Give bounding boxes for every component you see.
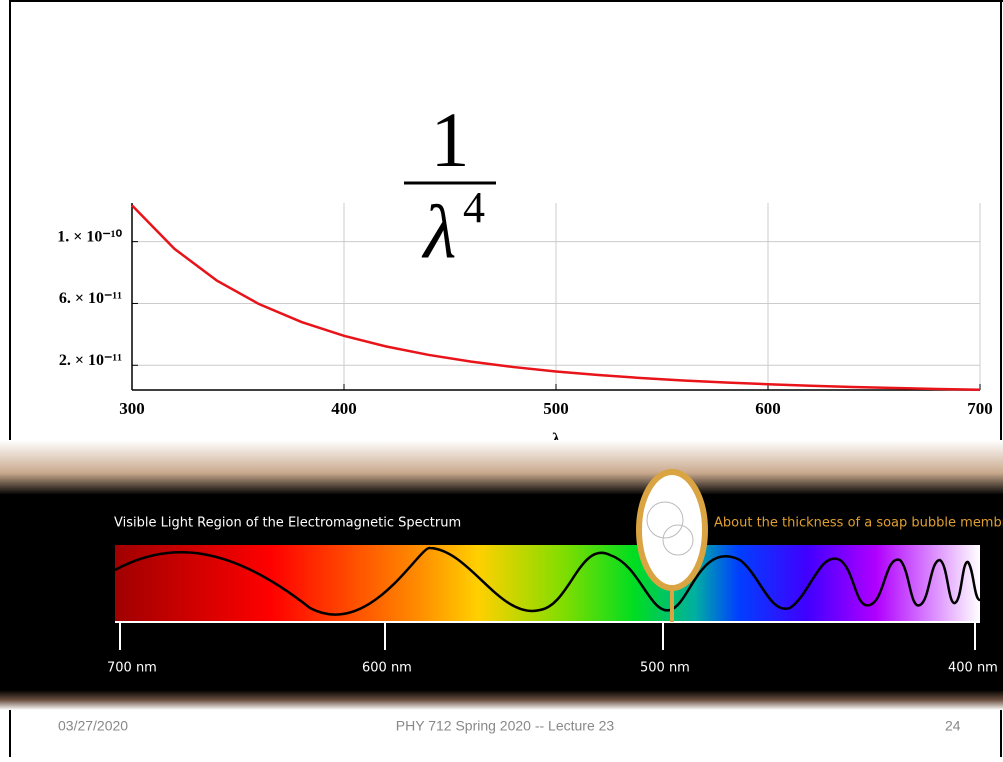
- slide: 300 400 500 600 700 2. × 10⁻¹¹ 6. × 10⁻¹¹ 1. × …: [0, 0, 1003, 757]
- spectrum-title: Visible Light Region of the Electromagne…: [114, 516, 461, 531]
- footer-date: 03/27/2020: [58, 718, 128, 734]
- page: 300 400 500 600 700 2. × 10⁻¹¹ 6. × 10⁻¹¹ 1. × …: [0, 0, 1003, 762]
- spectrum-fade: [0, 690, 1003, 710]
- footer-course: PHY 712 Spring 2020 -- Lecture 23: [396, 718, 615, 734]
- footer-page: 24: [945, 718, 961, 734]
- y-tick-label: 1. × 10⁻¹⁰: [57, 228, 122, 245]
- x-tick-label: 700: [967, 399, 993, 418]
- plot: 300 400 500 600 700 2. × 10⁻¹¹ 6. × 10⁻¹¹ 1. × …: [57, 203, 993, 418]
- x-tick-label: 500: [543, 399, 569, 418]
- bubble-frame: [639, 472, 705, 588]
- x-tick-label: 600: [755, 399, 781, 418]
- formula-numerator: 1: [431, 96, 470, 183]
- spectrum-note: About the thickness of a soap bubble mem…: [714, 516, 1003, 531]
- scale-label: 400 nm: [948, 661, 998, 676]
- x-tick-label: 400: [331, 399, 357, 418]
- spectrum-fade: [0, 440, 1003, 495]
- scale-label: 600 nm: [362, 661, 412, 676]
- formula-exponent: 4: [463, 183, 485, 232]
- spectrum-bar: [115, 545, 980, 622]
- y-tick-label: 2. × 10⁻¹¹: [59, 352, 122, 369]
- scale-label: 700 nm: [107, 661, 157, 676]
- scale-label: 500 nm: [640, 661, 690, 676]
- formula-denominator: λ: [422, 190, 457, 274]
- y-tick-label: 6. × 10⁻¹¹: [59, 290, 122, 307]
- x-tick-label: 300: [119, 399, 145, 418]
